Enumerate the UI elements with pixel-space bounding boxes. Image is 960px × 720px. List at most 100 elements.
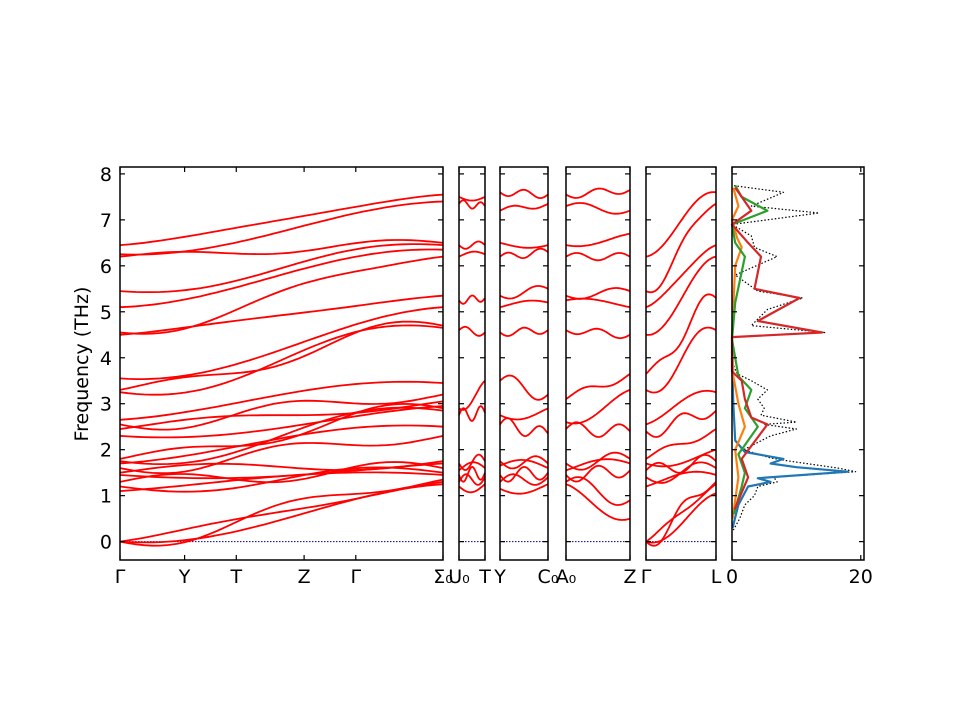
band-line [565, 232, 631, 248]
x-tick-label: Z [298, 566, 311, 588]
band-line [458, 240, 486, 250]
band-line [119, 248, 444, 309]
y-tick-label: 7 [100, 210, 112, 232]
band-line [458, 465, 486, 483]
band-line [499, 326, 549, 337]
y-tick-label: 5 [100, 302, 112, 324]
band-line [119, 461, 444, 484]
band-line [119, 306, 444, 381]
band-line [565, 476, 631, 506]
band-line [645, 428, 717, 460]
dos-curve [731, 184, 857, 531]
band-line [458, 196, 486, 202]
band-line [458, 473, 486, 486]
band-line [458, 250, 486, 258]
band-line [645, 481, 717, 547]
dos-x-tick-label: 20 [849, 566, 873, 588]
band-line [458, 380, 486, 411]
band-line [565, 187, 631, 199]
x-tick-label: Y [493, 566, 506, 588]
band-line [565, 327, 631, 340]
x-tick-label: Γ [115, 566, 126, 588]
band-line [119, 460, 444, 474]
y-tick-label: 6 [100, 256, 112, 278]
band-line [499, 285, 549, 300]
y-axis-label: Frequency (THz) [71, 287, 93, 442]
band-line [499, 299, 549, 309]
band-line [645, 409, 717, 438]
band-line [565, 421, 631, 438]
band-line [119, 402, 444, 460]
band-line [499, 374, 549, 401]
band-line [119, 478, 444, 547]
band-line [458, 405, 486, 422]
dos-x-tick-label: 0 [726, 566, 738, 588]
band-line [499, 407, 549, 421]
x-tick-label: C₀ [538, 566, 559, 588]
band-line [565, 252, 631, 262]
band-line [645, 448, 717, 468]
x-tick-label: U₀ [448, 566, 470, 588]
band-line [499, 455, 549, 470]
band-line [458, 294, 486, 305]
band-line [119, 320, 444, 391]
band-line [499, 458, 549, 469]
band-line [499, 241, 549, 249]
x-tick-label: T [229, 566, 242, 588]
band-line [119, 255, 444, 335]
y-tick-label: 4 [100, 348, 112, 370]
band-line [119, 193, 444, 246]
band-line [499, 202, 549, 212]
band-line [565, 483, 631, 521]
band-line [458, 199, 486, 210]
panel-frame [119, 166, 444, 561]
band-line [119, 294, 444, 336]
band-line [645, 191, 717, 258]
band-line [499, 465, 549, 483]
band-line [458, 453, 486, 471]
band-line [119, 424, 444, 465]
band-line [499, 188, 549, 200]
band-line [645, 483, 717, 543]
band-line [499, 247, 549, 260]
y-tick-label: 3 [100, 394, 112, 416]
band-line [119, 406, 444, 466]
y-tick-label: 1 [100, 486, 112, 508]
band-line [645, 326, 717, 394]
axes-frames-layer [119, 166, 865, 561]
panel-frame [458, 166, 486, 561]
band-lines-layer [119, 187, 717, 547]
x-tick-label: L [711, 566, 722, 588]
x-tick-label: Z [623, 566, 636, 588]
x-tick-label: Γ [641, 566, 652, 588]
band-line [119, 435, 444, 475]
x-tick-label: Γ [350, 566, 361, 588]
band-line [565, 287, 631, 300]
band-line [119, 405, 444, 439]
band-line [119, 400, 444, 430]
band-line [119, 380, 444, 421]
dos-curve [730, 357, 850, 529]
band-line [119, 481, 444, 543]
band-line [565, 464, 631, 483]
band-line [565, 202, 631, 215]
band-line [119, 243, 444, 294]
x-tick-label: T [478, 566, 491, 588]
band-line [458, 325, 486, 337]
band-line [458, 483, 486, 494]
y-tick-label: 8 [100, 164, 112, 186]
band-line [645, 203, 717, 294]
x-tick-label: A₀ [556, 566, 577, 588]
band-line [645, 492, 717, 544]
band-line [565, 389, 631, 425]
band-line [645, 389, 717, 426]
y-tick-label: 0 [100, 532, 112, 554]
x-tick-label: Y [178, 566, 191, 588]
panel-frame [645, 166, 717, 561]
band-line [645, 255, 717, 336]
band-line [499, 483, 549, 495]
dos-frame [731, 166, 865, 561]
